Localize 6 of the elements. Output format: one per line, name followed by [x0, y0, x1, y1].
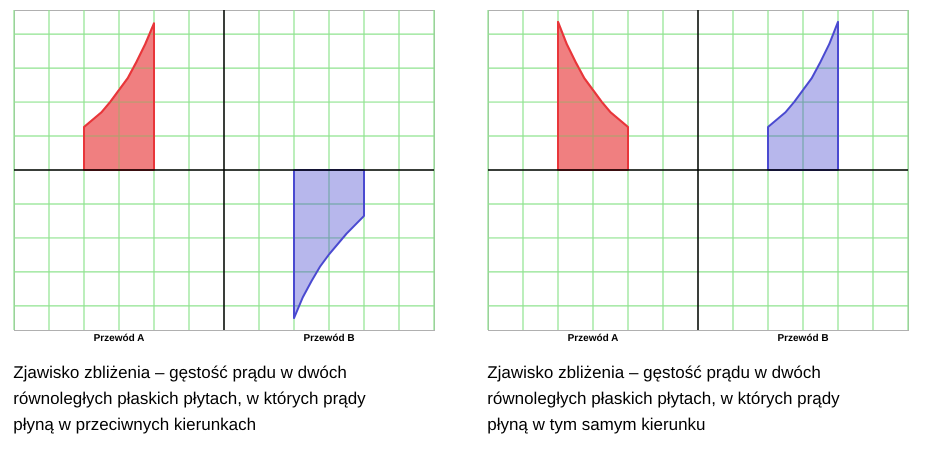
- text: Przewód A: [568, 333, 618, 344]
- text: Zjawisko zbliżenia – gęstość prądu w dwóch równoległych płaskich płytach, w których prądy płyną w przeciwnych kierunkach: [13, 363, 366, 434]
- text: Przewód B: [303, 333, 355, 344]
- text: Przewód A: [94, 333, 144, 344]
- text: Przewód B: [777, 333, 829, 344]
- text: Zjawisko zbliżenia – gęstość prądu w dwóch równoległych płaskich płytach, w których prądy płyną w tym samym kierunku: [487, 363, 840, 434]
